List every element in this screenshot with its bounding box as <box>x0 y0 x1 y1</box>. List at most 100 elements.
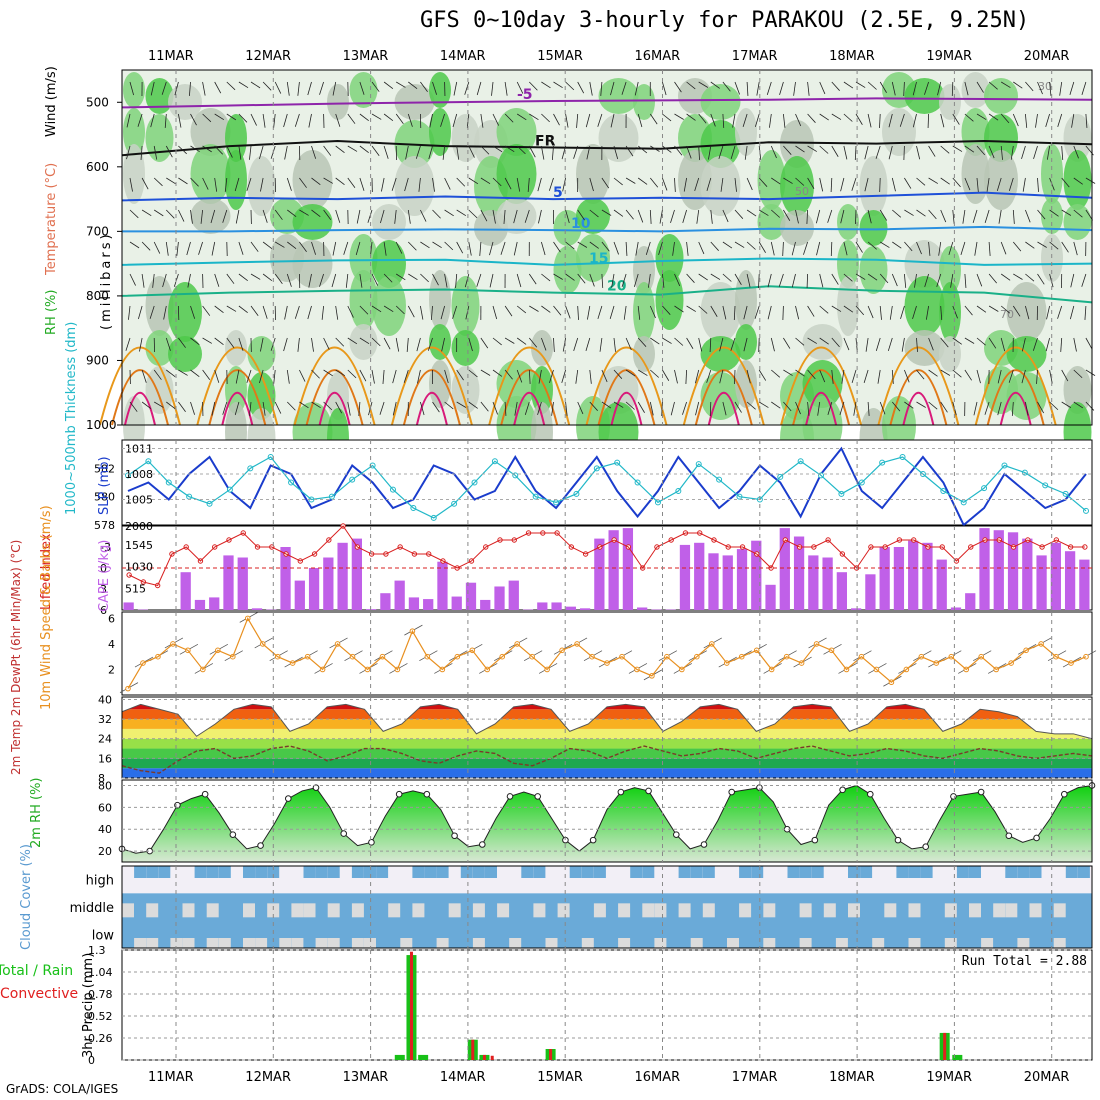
wind-barb <box>492 209 496 224</box>
wind-barb <box>879 241 890 248</box>
wind-barb <box>286 369 290 384</box>
wind-barb <box>925 305 929 320</box>
rh-point <box>451 832 458 840</box>
rh-shading <box>451 114 480 162</box>
wind-barb <box>347 337 358 345</box>
slp-label: SLP (mb) <box>97 456 112 515</box>
isotherm-30 <box>305 369 364 426</box>
slp-axis-label: SLP (mb) <box>97 456 112 515</box>
wind-barb <box>879 209 888 221</box>
wind-barb <box>259 145 264 160</box>
wind-barb <box>480 337 489 349</box>
cloud-high-cell <box>860 866 873 878</box>
wind-barb <box>879 273 889 284</box>
wind-barb <box>347 401 351 416</box>
wind-barb <box>807 369 816 380</box>
cape-bar <box>1050 542 1061 610</box>
rh-label: 2m RH (%) <box>29 777 44 848</box>
wind-barb <box>538 369 542 384</box>
wind-barb <box>420 401 425 416</box>
rh-shading <box>553 210 582 246</box>
wind-barb <box>819 337 829 345</box>
temp-band <box>122 758 1092 769</box>
wind-barb <box>238 81 249 89</box>
wind-barb <box>831 81 840 91</box>
wind-barb <box>489 241 494 256</box>
cloud-high-cell <box>485 866 497 878</box>
wind-barb <box>816 209 821 224</box>
wind-barb <box>137 113 143 127</box>
wind-barb <box>1033 145 1038 159</box>
wind-barb <box>976 177 979 192</box>
wind-barb <box>722 305 727 320</box>
rh-shading <box>904 330 945 366</box>
temp-band <box>122 728 1092 739</box>
wind-barb <box>743 337 748 352</box>
wind-barb <box>662 177 668 191</box>
rh-shading <box>145 78 174 114</box>
rh-shading <box>633 282 655 342</box>
wind-barb <box>416 337 421 352</box>
cloud-low-cell <box>727 938 739 948</box>
wind-barb <box>492 305 498 320</box>
precip-total-bar <box>394 1054 405 1060</box>
wind-barb <box>888 113 893 128</box>
wind-barb <box>214 369 220 383</box>
wind-barb <box>613 209 624 217</box>
wind-barb <box>706 369 712 383</box>
cloud-row-label: low <box>92 928 115 943</box>
wind-barb <box>855 273 866 280</box>
wind-barb <box>456 241 464 254</box>
wind-barb <box>1049 81 1052 96</box>
rh-shading <box>123 144 145 204</box>
wind-barb <box>516 337 527 345</box>
wind-barb <box>383 273 393 283</box>
wind-barb <box>1025 209 1031 223</box>
wind-barb <box>359 177 365 191</box>
wind-barb <box>379 401 385 415</box>
wind-barb <box>565 273 575 281</box>
wind-barb <box>924 273 929 288</box>
rh-shading <box>429 72 451 108</box>
wind-barb <box>1032 337 1038 351</box>
temp-band <box>122 709 1092 720</box>
level-label: 1000 <box>86 418 117 432</box>
rh-shading <box>655 270 684 330</box>
temp-band <box>122 738 1092 749</box>
wind-barb <box>420 209 427 222</box>
wind-barb <box>854 145 857 160</box>
wind-barb <box>637 305 641 320</box>
wind-barb <box>706 177 712 192</box>
cape-label: CAPE (J/kg) <box>97 540 112 612</box>
dewpoint-line <box>121 745 1093 774</box>
cape-bar <box>337 542 348 610</box>
rh-point <box>950 793 957 800</box>
wind-barb <box>710 81 720 89</box>
cloud-mid-cell <box>763 903 776 918</box>
wind-barb <box>662 337 672 344</box>
wind-barb <box>831 113 842 120</box>
precip-convective-bar <box>482 1054 486 1060</box>
wind-barb <box>407 305 415 318</box>
rh-shading <box>451 366 480 414</box>
wind-barb <box>262 113 266 128</box>
wind-barb <box>1069 81 1075 96</box>
wind-barb <box>200 209 203 224</box>
wind-barb <box>613 369 623 379</box>
cloud-high-cell <box>1077 866 1090 878</box>
cape-bar <box>694 542 705 610</box>
rh-shading <box>496 198 537 234</box>
wind-barb <box>634 81 639 96</box>
wind-barb <box>141 369 147 383</box>
rh-contour-label: 50 <box>795 185 809 198</box>
wind-barb <box>783 369 793 376</box>
cloud-high-cell <box>787 866 800 878</box>
rh-shading <box>882 108 916 156</box>
wind-barb <box>770 145 777 159</box>
wind-barb <box>756 81 760 96</box>
wind-barb <box>730 145 736 160</box>
wind-label: Wind (m/s) <box>44 66 59 137</box>
wind-barb <box>686 145 692 159</box>
wind-barb <box>504 369 513 380</box>
wind-barb <box>1021 337 1026 352</box>
